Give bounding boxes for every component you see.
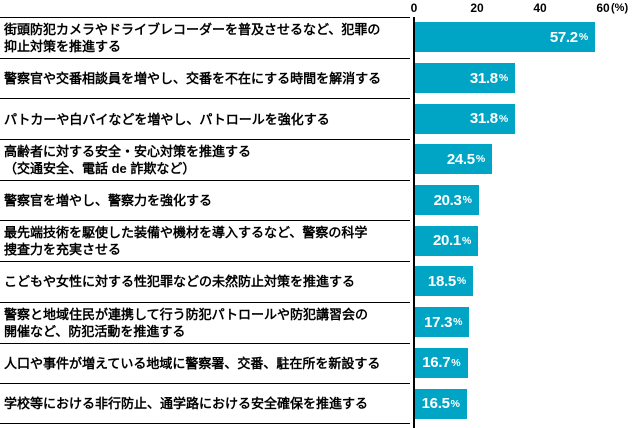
bar: 20.3% <box>415 185 479 216</box>
y-axis-line <box>413 17 415 428</box>
table-row: 最先端技術を駆使した装備や機材を導入するなど、警察の科学 捜査力を充実させる 2… <box>0 220 632 261</box>
table-row: 人口や事件が増えている地域に警察署、交番、駐在所を新設する 16.7% <box>0 342 632 384</box>
bar-value: 20.3 <box>433 191 462 209</box>
bar-cell: 20.3% <box>410 180 632 221</box>
bar-cell: 57.2% <box>410 17 632 58</box>
percent-sign: % <box>498 112 509 125</box>
bar-value: 24.5 <box>446 150 475 168</box>
percent-sign: % <box>453 316 463 329</box>
bar-value: 18.5 <box>427 272 456 290</box>
category-label: こどもや女性に対する性犯罪などの未然防止対策を推進する <box>0 261 410 302</box>
bar: 16.5% <box>415 388 467 419</box>
category-label: 警察と地域住民が連携して行う防犯パトロールや防犯講習会の 開催など、防犯活動を推… <box>0 301 410 343</box>
percent-sign: % <box>498 72 509 85</box>
category-label: 警察官や交番相談員を増やし、交番を不在にする時間を解消する <box>0 57 410 99</box>
bar-cell: 17.3% <box>410 302 632 343</box>
bar-cell: 18.5% <box>410 261 632 302</box>
bar-value: 31.8 <box>469 110 498 128</box>
percent-sign: % <box>461 234 472 247</box>
percent-sign: % <box>462 194 472 207</box>
bar: 17.3% <box>415 307 470 338</box>
percent-sign: % <box>456 275 467 288</box>
bar-value: 17.3 <box>424 313 453 331</box>
bar-cell: 31.8% <box>410 58 632 99</box>
percent-sign: % <box>450 397 460 410</box>
table-row: 警察官を増やし、警察力を強化する 20.3% <box>0 179 632 221</box>
bar: 20.1% <box>415 225 479 256</box>
category-label: 最先端技術を駆使した装備や機材を導入するなど、警察の科学 捜査力を充実させる <box>0 220 410 261</box>
bar: 16.7% <box>415 347 468 378</box>
axis-tick-40: 40 <box>533 1 547 15</box>
bar-cell: 16.7% <box>410 343 632 384</box>
category-label: 高齢者に対する安全・安心対策を推進する （交通安全、電話 de 詐欺など） <box>0 139 410 180</box>
table-row: 警察と地域住民が連携して行う防犯パトロールや防犯講習会の 開催など、防犯活動を推… <box>0 301 632 343</box>
bar-value: 57.2 <box>549 28 578 46</box>
category-label: 街頭防犯カメラやドライブレコーダーを普及させるなど、犯罪の 抑止対策を推進する <box>0 17 410 58</box>
chart-rows: 街頭防犯カメラやドライブレコーダーを普及させるなど、犯罪の 抑止対策を推進する … <box>0 17 632 424</box>
percent-sign: % <box>475 153 486 166</box>
bar-cell: 20.1% <box>410 220 632 261</box>
bar: 57.2% <box>415 22 596 53</box>
bar-value: 31.8 <box>469 69 498 87</box>
table-row: 警察官や交番相談員を増やし、交番を不在にする時間を解消する 31.8% <box>0 57 632 99</box>
table-row: 学校等における非行防止、通学路における安全確保を推進する 16.5% <box>0 383 632 424</box>
axis-unit-label: (%) <box>611 2 629 14</box>
axis-tick-60: 60 <box>596 1 610 15</box>
bar-cell: 24.5% <box>410 139 632 180</box>
table-row: パトカーや白バイなどを増やし、パトロールを強化する 31.8% <box>0 98 632 139</box>
table-row: 街頭防犯カメラやドライブレコーダーを普及させるなど、犯罪の 抑止対策を推進する … <box>0 17 632 58</box>
bar: 24.5% <box>415 144 493 175</box>
bar: 31.8% <box>415 103 516 134</box>
bar-cell: 16.5% <box>410 383 632 424</box>
axis-tick-0: 0 <box>410 1 418 15</box>
x-axis: 0 20 40 60 (%) <box>0 0 632 17</box>
category-label: 警察官を増やし、警察力を強化する <box>0 179 410 221</box>
bar-value: 16.7 <box>422 354 451 372</box>
bar-value: 16.5 <box>421 395 450 413</box>
percent-sign: % <box>578 31 589 44</box>
bar-cell: 31.8% <box>410 98 632 139</box>
bar: 31.8% <box>415 63 516 94</box>
table-row: 高齢者に対する安全・安心対策を推進する （交通安全、電話 de 詐欺など） 24… <box>0 139 632 180</box>
bar-value: 20.1 <box>432 232 461 250</box>
table-row: こどもや女性に対する性犯罪などの未然防止対策を推進する 18.5% <box>0 261 632 302</box>
bar: 18.5% <box>415 266 474 297</box>
axis-tick-20: 20 <box>470 1 484 15</box>
category-label: パトカーや白バイなどを増やし、パトロールを強化する <box>0 98 410 139</box>
category-label: 人口や事件が増えている地域に警察署、交番、駐在所を新設する <box>0 342 410 384</box>
percent-sign: % <box>451 356 461 369</box>
category-label: 学校等における非行防止、通学路における安全確保を推進する <box>0 383 410 424</box>
